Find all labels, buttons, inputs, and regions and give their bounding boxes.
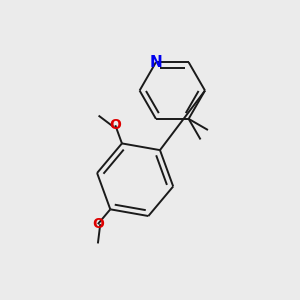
Text: N: N bbox=[150, 55, 162, 70]
Text: O: O bbox=[92, 217, 104, 231]
Text: O: O bbox=[110, 118, 121, 132]
